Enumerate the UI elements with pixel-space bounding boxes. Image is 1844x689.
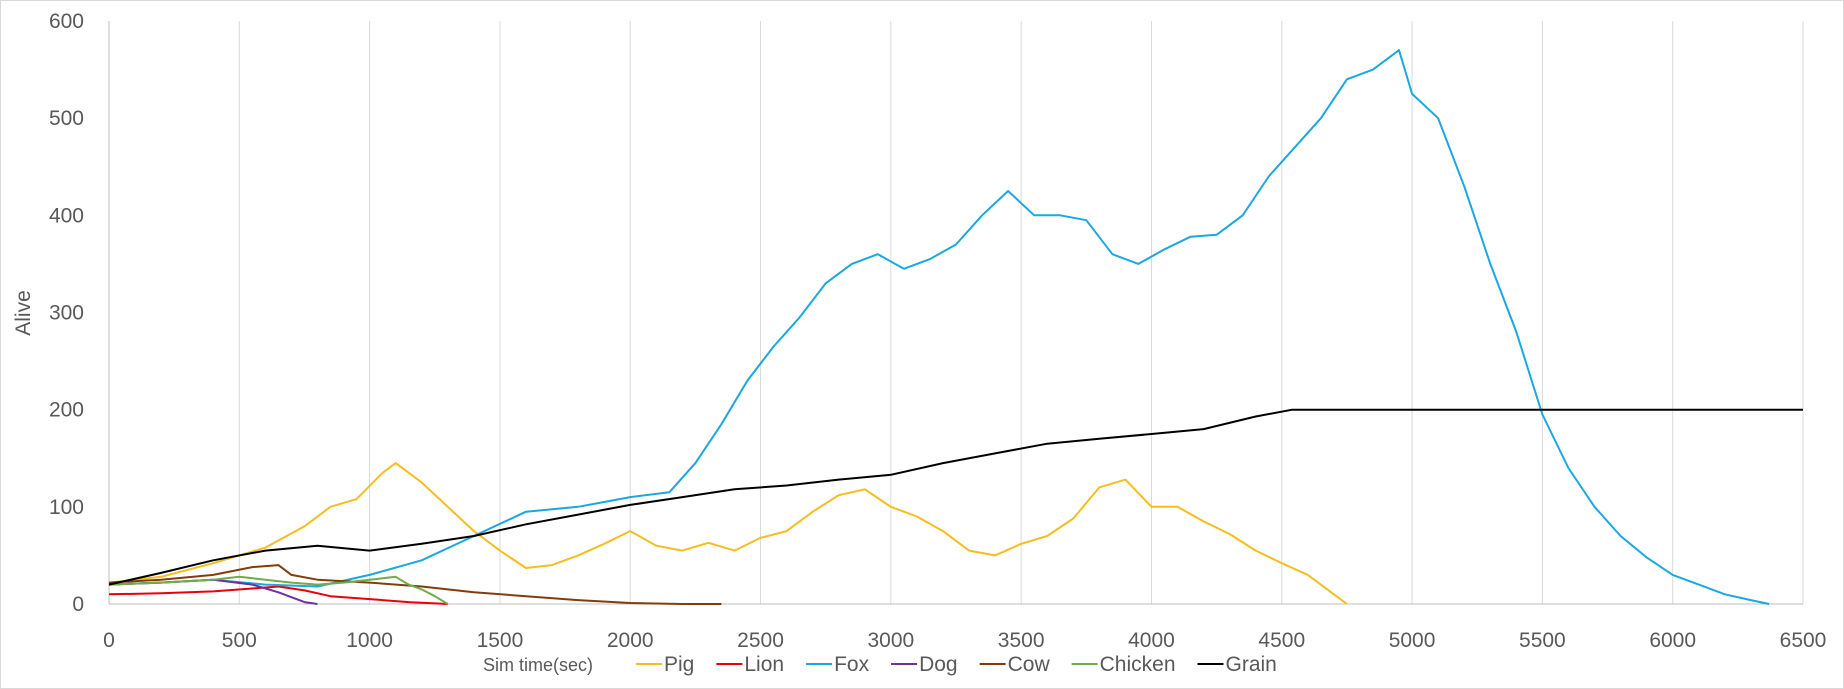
legend-label-pig: Pig [664,653,694,676]
series-line-grain [108,408,1803,586]
legend-label-dog: Dog [919,653,958,676]
y-tick-label: 500 [49,107,84,130]
series-lines [108,49,1803,605]
x-tick-label: 4500 [1258,629,1305,652]
x-tick-label: 3500 [998,629,1045,652]
x-tick-label: 3000 [867,629,914,652]
x-tick-label: 500 [222,629,257,652]
legend-label-cow: Cow [1008,653,1051,676]
y-tick-label: 100 [49,496,84,519]
x-tick-label: 1000 [346,629,393,652]
legend-label-grain: Grain [1226,653,1277,676]
x-tick-label: 5000 [1389,629,1436,652]
x-tick-label: 6000 [1649,629,1696,652]
series-line-fox [108,49,1770,605]
series-line-cow [108,564,722,605]
y-tick-labels: 0 100 200 300 400 500 600 [49,10,84,616]
x-tick-label: 6500 [1780,629,1827,652]
series-line-lion [108,585,448,605]
y-tick-label: 400 [49,204,84,227]
x-tick-label: 0 [103,629,115,652]
x-tick-label: 5500 [1519,629,1566,652]
x-tick-label: 2500 [737,629,784,652]
y-axis-title: Alive [12,290,35,336]
legend-label-chicken: Chicken [1100,653,1176,676]
x-axis-title: Sim time(sec) [483,655,593,675]
y-tick-label: 300 [49,302,84,325]
series-line-chicken [108,575,449,605]
legend-label-lion: Lion [744,653,784,676]
legend: Sim time(sec) Pig Lion Fox Dog Cow Chicken Gra… [483,653,1277,676]
gridlines [108,21,1804,605]
y-tick-label: 200 [49,399,84,422]
x-tick-labels: 0 500 1000 1500 2000 2500 3000 3500 4000 4500 5000… [103,629,1826,652]
y-tick-label: 0 [72,593,84,616]
y-tick-label: 600 [49,10,84,33]
x-tick-label: 4000 [1128,629,1175,652]
x-tick-label: 2000 [607,629,654,652]
legend-label-fox: Fox [834,653,870,676]
series-line-pig [108,462,1348,605]
x-tick-label: 1500 [477,629,524,652]
